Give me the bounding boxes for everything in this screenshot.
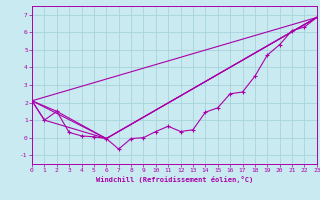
X-axis label: Windchill (Refroidissement éolien,°C): Windchill (Refroidissement éolien,°C) <box>96 176 253 183</box>
